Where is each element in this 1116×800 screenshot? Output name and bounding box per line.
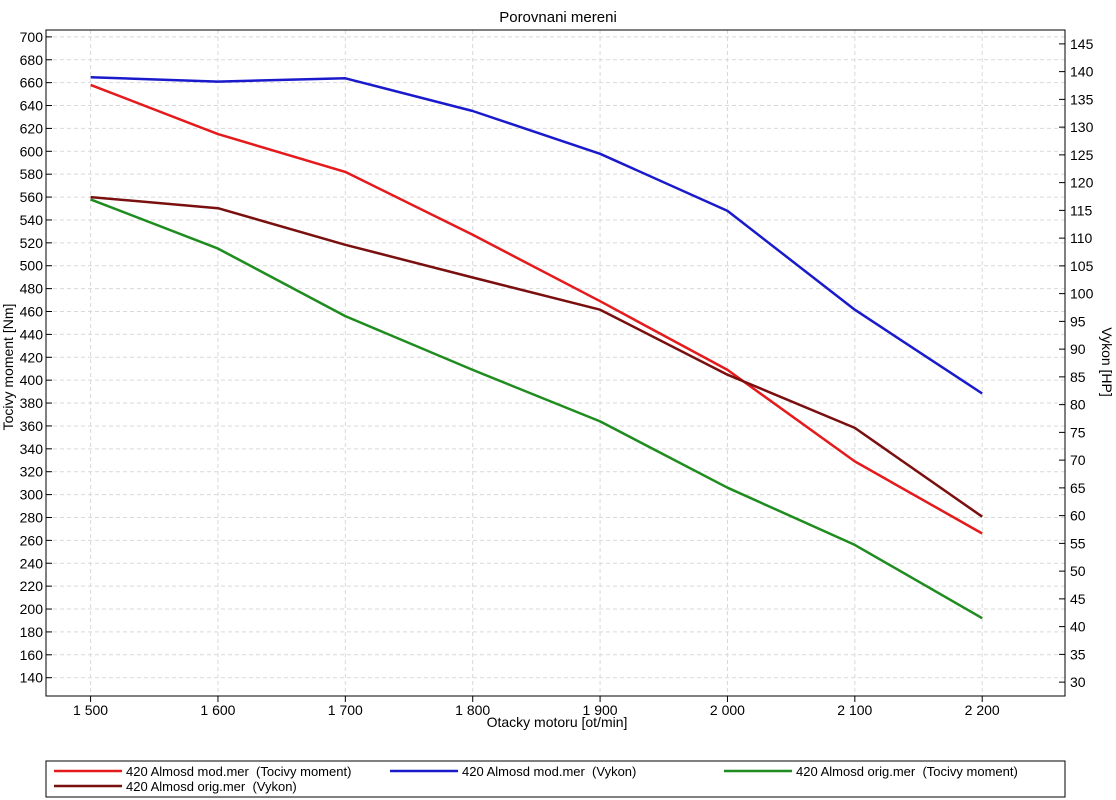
y-right-tick-label: 105 — [1070, 258, 1094, 274]
y-right-tick-label: 145 — [1070, 36, 1094, 52]
y-left-tick-label: 680 — [20, 52, 44, 68]
y-right-tick-label: 70 — [1070, 452, 1086, 468]
y-right-tick-label: 120 — [1070, 175, 1094, 191]
y-right-tick-label: 100 — [1070, 286, 1094, 302]
axis-ticks: 140 160 180 200 220 240 260 280 300 320 340 360 380 4… — [20, 29, 1094, 718]
series-line-2 — [90, 75, 983, 395]
y-right-tick-label: 55 — [1070, 535, 1086, 551]
y-left-tick-label: 400 — [20, 372, 44, 388]
x-tick-label: 1 700 — [328, 702, 363, 718]
y-left-tick-label: 140 — [20, 670, 44, 686]
y-left-tick-label: 640 — [20, 98, 44, 114]
y-left-tick-label: 220 — [20, 578, 44, 594]
x-tick-label: 1 500 — [73, 702, 108, 718]
y-right-tick-label: 30 — [1070, 674, 1086, 690]
y-right-tick-label: 80 — [1070, 397, 1086, 413]
y-left-tick-label: 460 — [20, 304, 44, 320]
legend-box — [45, 760, 1066, 798]
x-tick-label: 2 000 — [710, 702, 745, 718]
x-tick-label: 1 600 — [200, 702, 235, 718]
series-line-4 — [90, 195, 983, 518]
series-line-1 — [90, 83, 983, 535]
y-right-tick-label: 115 — [1070, 202, 1093, 218]
y-right-tick-label: 65 — [1070, 480, 1086, 496]
y-left-tick-label: 520 — [20, 235, 44, 251]
series-lines — [90, 75, 983, 620]
y-left-tick-label: 340 — [20, 441, 44, 457]
y-left-tick-label: 300 — [20, 487, 44, 503]
y-left-tick-label: 180 — [20, 624, 44, 640]
y-right-tick-label: 45 — [1070, 591, 1086, 607]
y-left-tick-label: 260 — [20, 532, 44, 548]
y-right-tick-label: 125 — [1070, 147, 1094, 163]
grid — [46, 30, 1065, 696]
plot-area — [45, 29, 1066, 697]
y-right-axis-title: Vykon [HP] — [1099, 327, 1115, 397]
y-left-tick-label: 440 — [20, 326, 44, 342]
x-tick-label: 1 800 — [455, 702, 490, 718]
y-left-tick-label: 540 — [20, 212, 44, 228]
y-left-tick-label: 160 — [20, 647, 44, 663]
y-left-tick-label: 420 — [20, 349, 44, 365]
legend-label-2: 420 Almosd mod.mer (Vykon) — [462, 764, 636, 779]
y-left-tick-label: 500 — [20, 258, 44, 274]
y-right-tick-label: 140 — [1070, 64, 1094, 80]
legend-label-3: 420 Almosd orig.mer (Tocivy moment) — [796, 764, 1018, 779]
y-left-tick-label: 560 — [20, 189, 44, 205]
x-tick-label: 2 200 — [965, 702, 1000, 718]
legend-label-4: 420 Almosd orig.mer (Vykon) — [126, 779, 297, 794]
y-right-tick-label: 60 — [1070, 508, 1086, 524]
y-right-tick-label: 75 — [1070, 424, 1086, 440]
y-right-tick-label: 110 — [1070, 230, 1093, 246]
y-right-tick-label: 130 — [1070, 119, 1094, 135]
y-left-tick-label: 280 — [20, 509, 44, 525]
legend-label-1: 420 Almosd mod.mer (Tocivy moment) — [126, 764, 351, 779]
y-left-tick-label: 600 — [20, 143, 44, 159]
y-left-tick-label: 360 — [20, 418, 44, 434]
y-right-tick-label: 50 — [1070, 563, 1086, 579]
x-tick-label: 2 100 — [837, 702, 872, 718]
y-left-tick-label: 580 — [20, 166, 44, 182]
y-left-tick-label: 480 — [20, 281, 44, 297]
y-right-tick-label: 95 — [1070, 313, 1086, 329]
y-left-tick-label: 200 — [20, 601, 44, 617]
chart-title: Porovnani mereni — [499, 9, 617, 26]
x-tick-label: 1 900 — [583, 702, 618, 718]
y-right-tick-label: 85 — [1070, 369, 1086, 385]
y-right-tick-label: 40 — [1070, 619, 1086, 635]
legend: 420 Almosd mod.mer (Tocivy moment) 420 Al… — [45, 760, 1066, 798]
y-right-tick-label: 135 — [1070, 91, 1094, 107]
y-left-tick-label: 380 — [20, 395, 44, 411]
y-left-tick-label: 700 — [20, 29, 44, 45]
y-left-tick-label: 320 — [20, 464, 44, 480]
y-left-tick-label: 240 — [20, 555, 44, 571]
y-left-tick-label: 660 — [20, 75, 44, 91]
y-left-tick-label: 620 — [20, 120, 44, 136]
y-left-axis-title: Tocivy moment [Nm] — [0, 304, 16, 431]
y-right-tick-label: 35 — [1070, 646, 1086, 662]
x-axis-title: Otacky motoru [ot/min] — [487, 714, 628, 730]
series-line-3 — [90, 198, 983, 620]
y-right-tick-label: 90 — [1070, 341, 1086, 357]
